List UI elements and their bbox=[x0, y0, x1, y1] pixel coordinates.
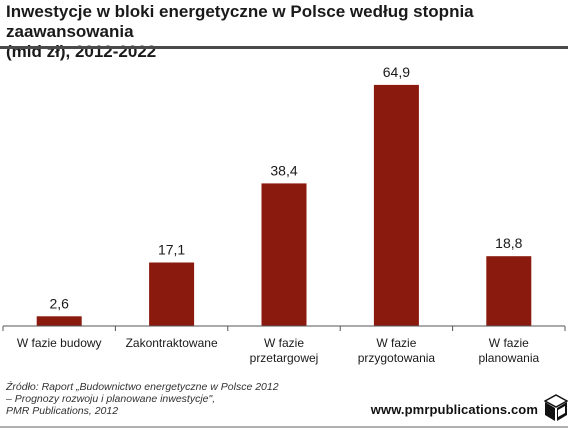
footer-rule bbox=[0, 426, 568, 428]
source-line1: Źródło: Raport „Budownictwo energetyczne… bbox=[6, 381, 279, 393]
source-line2: – Prognozy rozwoju i planowane inwestycj… bbox=[6, 393, 216, 405]
data-label-3: 64,9 bbox=[383, 64, 410, 80]
bar-3 bbox=[373, 84, 419, 327]
website-link[interactable]: www.pmrpublications.com bbox=[370, 402, 538, 417]
title-divider bbox=[0, 46, 568, 49]
bar-4 bbox=[486, 256, 532, 326]
bar-1 bbox=[149, 262, 195, 326]
category-label-3: W fazie przygotowania bbox=[358, 336, 436, 365]
category-label-4: W fazie planowania bbox=[478, 336, 539, 365]
category-label-2: W fazie przetargowej bbox=[250, 336, 319, 365]
data-label-2: 38,4 bbox=[270, 162, 297, 178]
category-label-1: Zakontraktowane bbox=[126, 336, 218, 350]
pmr-cube-icon bbox=[544, 394, 568, 421]
source-line3: PMR Publications, 2012 bbox=[6, 405, 119, 417]
bar-chart: 2,6 W fazie budowy 17,1 Zakontraktowane 38,4… bbox=[2, 64, 566, 365]
bar-2 bbox=[261, 183, 307, 326]
source-note: Źródło: Raport „Budownictwo energetyczne… bbox=[6, 381, 306, 417]
data-label-1: 17,1 bbox=[158, 242, 185, 258]
bar-0 bbox=[36, 316, 82, 326]
data-label-0: 2,6 bbox=[49, 295, 69, 311]
category-label-0: W fazie budowy bbox=[17, 336, 102, 350]
chart-title-line1: Inwestycje w bloki energetyczne w Polsce… bbox=[6, 2, 474, 41]
data-label-4: 18,8 bbox=[495, 235, 522, 251]
